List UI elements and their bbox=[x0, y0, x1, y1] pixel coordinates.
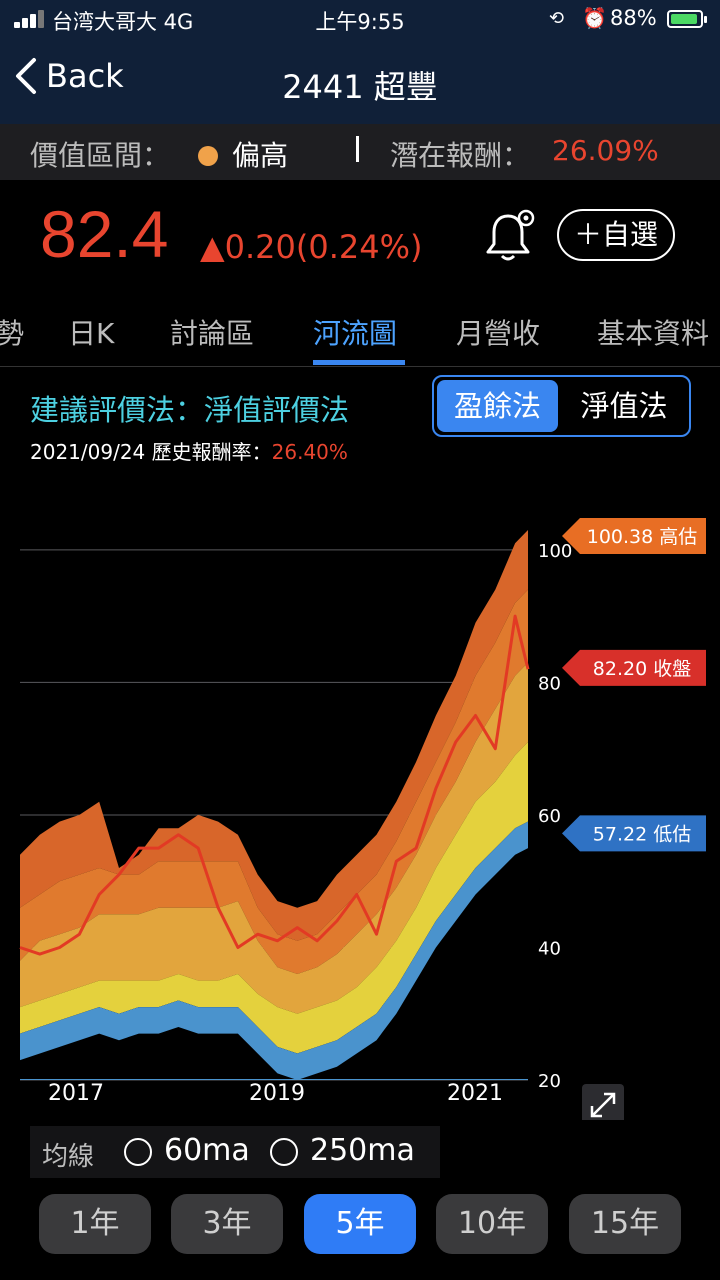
price-tag-label: 57.22 低估 bbox=[593, 823, 691, 845]
battery-percent: 88% bbox=[610, 6, 657, 30]
y-tick-label: 100 bbox=[538, 541, 572, 562]
tab-monthly-revenue[interactable]: 月營收 bbox=[456, 317, 541, 350]
tab-bar: 勢 日K 討論區 河流圖 月營收 基本資料 bbox=[0, 300, 720, 367]
radio-60ma[interactable] bbox=[124, 1138, 152, 1166]
x-tick-label: 2019 bbox=[249, 1081, 305, 1106]
range-15y-button[interactable]: 15年 bbox=[569, 1194, 681, 1254]
y-tick-label: 80 bbox=[538, 673, 561, 694]
alarm-icon: ⏰ bbox=[582, 6, 607, 30]
moving-average-options: 均線 60ma 250ma bbox=[30, 1126, 440, 1178]
range-10y-button[interactable]: 10年 bbox=[436, 1194, 548, 1254]
status-time: 上午9:55 bbox=[315, 10, 405, 34]
price-tag-label: 82.20 收盤 bbox=[593, 658, 691, 680]
price-tag: 100.38 高估 bbox=[562, 518, 706, 554]
y-tick-label: 40 bbox=[538, 938, 561, 959]
add-watchlist-button[interactable]: ＋自選 bbox=[557, 209, 675, 261]
hist-date: 2021/09/24 bbox=[30, 440, 146, 464]
expand-icon[interactable] bbox=[582, 1084, 624, 1120]
status-bar: 台湾大哥大 4G 上午9:55 ⟲ ⏰ 88% bbox=[0, 0, 720, 40]
valuation-band-1 bbox=[20, 742, 528, 1054]
valuation-level: 偏高 bbox=[232, 139, 289, 172]
stock-price: 82.4 bbox=[40, 197, 169, 271]
tab-forum[interactable]: 討論區 bbox=[170, 317, 255, 350]
back-button[interactable]: Back bbox=[14, 56, 124, 96]
tab-daily-k[interactable]: 日K bbox=[68, 317, 115, 350]
price-change: ▲0.20(0.24%) bbox=[200, 228, 423, 266]
valuation-band-floor bbox=[20, 821, 528, 1080]
price-tag: 57.22 低估 bbox=[562, 815, 706, 852]
page-title: 2441 超豐 bbox=[282, 68, 438, 106]
range-3y-button[interactable]: 3年 bbox=[171, 1194, 283, 1254]
valuation-dot bbox=[198, 138, 218, 171]
tab-trend[interactable]: 勢 bbox=[0, 317, 25, 350]
hist-label: 歷史報酬率： bbox=[151, 440, 272, 464]
potential-return-label: 潛在報酬： bbox=[390, 139, 531, 172]
tab-river-chart[interactable]: 河流圖 bbox=[313, 317, 398, 350]
active-tab-indicator bbox=[313, 360, 405, 365]
potential-return-value: 26.09% bbox=[552, 134, 659, 167]
valuation-band: 價值區間： 偏高 潛在報酬： 26.09% bbox=[0, 124, 720, 180]
carrier-label: 台湾大哥大 4G bbox=[52, 10, 194, 34]
price-tag-label: 100.38 高估 bbox=[587, 526, 698, 548]
range-1y-button[interactable]: 1年 bbox=[39, 1194, 151, 1254]
tab-basic-info[interactable]: 基本資料 bbox=[597, 317, 710, 350]
x-tick-label: 2021 bbox=[447, 1081, 503, 1106]
valuation-band-3 bbox=[20, 589, 528, 974]
radio-250ma[interactable] bbox=[270, 1138, 298, 1166]
suggested-method: 建議評價法：淨值評價法 bbox=[30, 393, 350, 427]
label-250ma: 250ma bbox=[310, 1133, 415, 1168]
y-tick-label: 20 bbox=[538, 1071, 561, 1092]
divider bbox=[356, 136, 359, 162]
bookvalue-method-button[interactable]: 淨值法 bbox=[580, 389, 668, 423]
signal-icon bbox=[14, 10, 50, 28]
earnings-method-button[interactable]: 盈餘法 bbox=[437, 380, 558, 432]
hist-value: 26.40% bbox=[271, 440, 348, 464]
alert-bell-icon[interactable] bbox=[484, 206, 540, 268]
method-toggle: 盈餘法 淨值法 bbox=[432, 375, 691, 437]
x-tick-label: 2017 bbox=[48, 1081, 104, 1106]
river-chart: 20 40 60 80 100 2017 2019 2021 100.38 高估 82.20 … bbox=[19, 518, 706, 1120]
valuation-label: 價值區間： bbox=[30, 139, 171, 172]
battery-icon bbox=[667, 10, 707, 28]
historical-return: 2021/09/24 歷史報酬率：26.40% bbox=[30, 436, 348, 465]
label-60ma: 60ma bbox=[164, 1133, 250, 1168]
ma-label: 均線 bbox=[42, 1142, 95, 1172]
price-line bbox=[19, 614, 530, 956]
y-tick-label: 60 bbox=[538, 806, 561, 827]
back-label: Back bbox=[46, 57, 124, 95]
chevron-left-icon bbox=[16, 58, 36, 94]
valuation-band-2 bbox=[20, 662, 528, 1014]
nav-bar: Back 2441 超豐 bbox=[0, 40, 720, 124]
range-5y-button[interactable]: 5年 bbox=[304, 1194, 416, 1254]
price-tag: 82.20 收盤 bbox=[562, 649, 706, 686]
rotation-lock-icon: ⟲ bbox=[549, 8, 565, 29]
